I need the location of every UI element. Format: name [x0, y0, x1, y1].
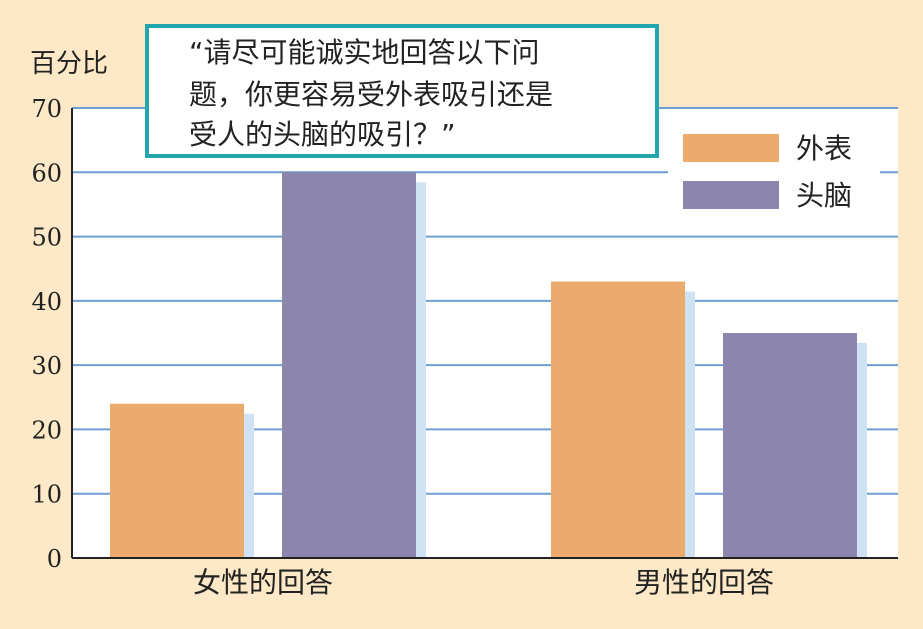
legend-label-appearance: 外表: [796, 132, 852, 165]
y-tick-label: 60: [31, 159, 62, 187]
question-line-1: “请尽可能诚实地回答以下问: [189, 36, 540, 69]
bar-appearance-male: [551, 281, 685, 558]
x-category-label: 女性的回答: [193, 566, 333, 599]
legend: 外表 头脑: [668, 124, 880, 220]
y-axis-title: 百分比: [30, 49, 108, 79]
question-line-3: 受人的头脑的吸引？”: [189, 118, 456, 151]
x-category-labels: 女性的回答 男性的回答: [193, 566, 774, 599]
x-category-label: 男性的回答: [634, 566, 774, 599]
legend-swatch-appearance: [683, 134, 779, 162]
y-tick-label: 40: [31, 288, 62, 316]
y-tick-labels: 0 10 20 30 40 50 60 70: [31, 95, 62, 573]
y-tick-label: 10: [31, 481, 62, 509]
y-tick-label: 0: [47, 545, 62, 573]
bar-brain-female: [282, 172, 416, 559]
bar-appearance-female: [110, 403, 244, 558]
bars: [110, 172, 867, 559]
y-tick-label: 70: [31, 95, 62, 123]
legend-swatch-brain: [683, 181, 779, 209]
question-box: “请尽可能诚实地回答以下问 题，你更容易受外表吸引还是 受人的头脑的吸引？”: [145, 24, 659, 158]
bar-brain-male: [723, 333, 857, 558]
question-line-2: 题，你更容易受外表吸引还是: [189, 78, 553, 111]
legend-label-brain: 头脑: [796, 179, 852, 212]
y-tick-label: 30: [31, 352, 62, 380]
question-box-border: [145, 24, 659, 158]
y-tick-label: 50: [31, 224, 62, 252]
y-tick-label: 20: [31, 416, 62, 444]
